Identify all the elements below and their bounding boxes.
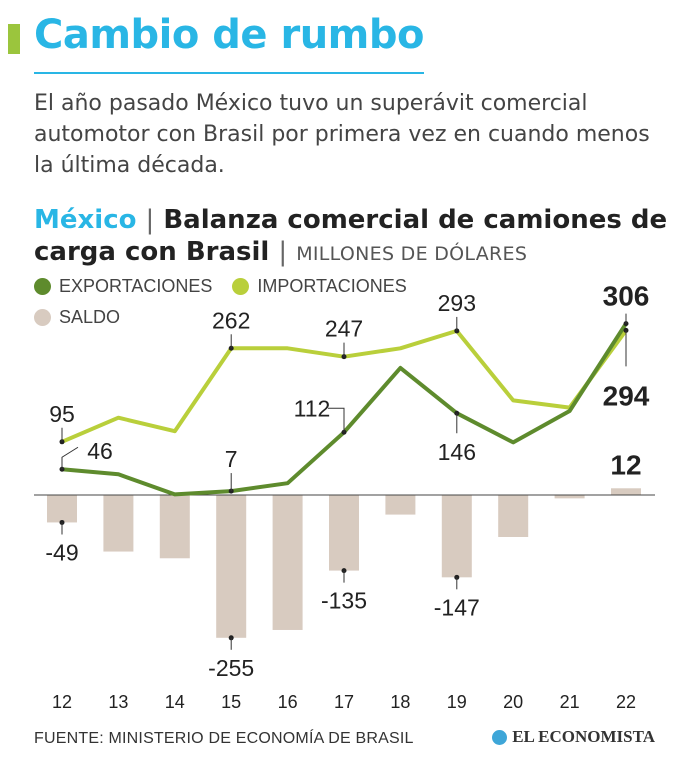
chart-country: México [34, 205, 137, 235]
x-tick-14: 14 [165, 692, 185, 712]
legend-row-2: SALDO [34, 307, 140, 328]
x-tick-19: 19 [447, 692, 467, 712]
saldo-label-17: -135 [321, 588, 367, 614]
importaciones-label-12: 95 [49, 401, 75, 427]
title-accent-bar [8, 24, 20, 54]
exportaciones-label-17: 112 [294, 395, 331, 421]
importaciones-label-15: 262 [212, 307, 250, 333]
legend-item-importaciones: IMPORTACIONES [232, 276, 407, 297]
chart-unit: MILLONES DE DÓLARES [296, 243, 528, 265]
saldo-bar-13 [103, 495, 134, 552]
saldo-bar-21 [554, 495, 585, 499]
x-tick-16: 16 [278, 692, 298, 712]
legend-label-importaciones: IMPORTACIONES [257, 276, 407, 296]
brand-logo: EL ECONOMISTA [492, 727, 655, 747]
x-tick-15: 15 [221, 692, 241, 712]
legend-dot-exportaciones [34, 278, 51, 295]
exportaciones-label-19: 146 [438, 439, 476, 465]
exportaciones-leader-17 [328, 407, 345, 433]
chart-separator-2: | [278, 237, 288, 267]
saldo-bar-15 [216, 495, 247, 638]
legend-dot-saldo [34, 309, 51, 326]
x-tick-12: 12 [52, 692, 72, 712]
legend-item-exportaciones: EXPORTACIONES [34, 276, 212, 297]
importaciones-label-17: 247 [325, 316, 363, 342]
saldo-bar-22 [611, 488, 641, 495]
page-title: Cambio de rumbo [34, 12, 424, 58]
page-subtitle: El año pasado México tuvo un superávit c… [34, 91, 650, 178]
brand-icon [492, 729, 508, 745]
chart-header: México | Balanza comercial de camiones d… [34, 204, 674, 270]
x-tick-18: 18 [390, 692, 410, 712]
exportaciones-label-12: 46 [87, 438, 113, 464]
saldo-label-22: 12 [610, 449, 641, 480]
legend-label-saldo: SALDO [59, 307, 121, 327]
saldo-bar-14 [159, 495, 190, 559]
x-tick-21: 21 [560, 692, 580, 712]
saldo-bar-12 [47, 495, 77, 523]
saldo-label-12: -49 [45, 539, 78, 565]
saldo-bar-16 [272, 495, 303, 630]
chart-title: Balanza comercial de camiones de carga c… [34, 205, 668, 267]
title-underline [34, 72, 424, 74]
saldo-bar-18 [385, 495, 416, 515]
saldo-bar-19 [441, 495, 472, 578]
importaciones-label-19: 293 [438, 290, 476, 316]
x-tick-22: 22 [616, 692, 636, 712]
x-tick-13: 13 [108, 692, 128, 712]
exportaciones-label-15: 7 [225, 446, 238, 472]
chart-separator: | [145, 205, 155, 235]
legend-label-exportaciones: EXPORTACIONES [59, 276, 213, 296]
x-tick-17: 17 [334, 692, 354, 712]
exportaciones-leader-12 [61, 446, 79, 470]
saldo-bar-17 [329, 495, 359, 571]
importaciones-label-22: 294 [603, 380, 650, 411]
brand-name: EL ECONOMISTA [512, 727, 655, 746]
exportaciones-label-22: 306 [603, 281, 650, 312]
saldo-label-19: -147 [434, 594, 480, 620]
saldo-bar-20 [498, 495, 529, 537]
legend-row-1: EXPORTACIONES IMPORTACIONES [34, 276, 427, 297]
saldo-label-15: -255 [208, 655, 254, 681]
legend-dot-importaciones [232, 278, 250, 295]
legend-item-saldo: SALDO [34, 307, 120, 328]
source-note: FUENTE: MINISTERIO DE ECONOMÍA DE BRASIL [34, 730, 414, 747]
x-tick-20: 20 [503, 692, 523, 712]
